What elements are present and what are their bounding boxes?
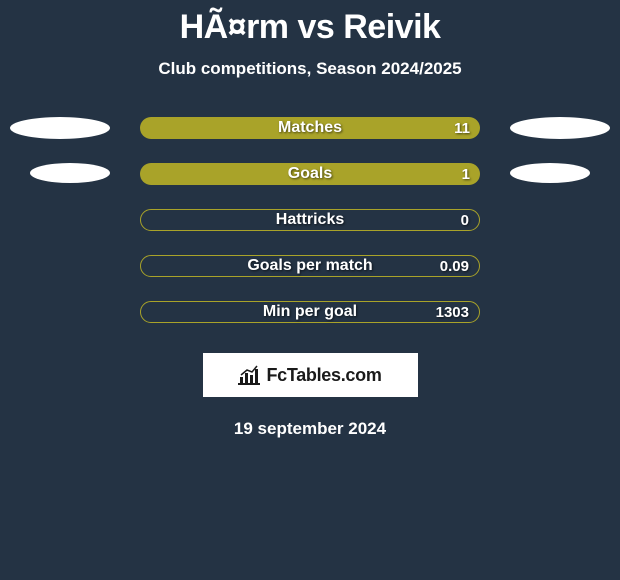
stat-bar-mpg: Min per goal 1303 — [140, 301, 480, 323]
stat-label: Goals — [288, 165, 332, 183]
stat-value: 0.09 — [440, 258, 469, 275]
decor-ellipse-right — [510, 163, 590, 183]
stat-label: Matches — [278, 119, 342, 137]
stat-row-goals: Goals 1 — [0, 163, 620, 185]
stat-row-mpg: Min per goal 1303 — [0, 301, 620, 323]
stat-bar-gpm: Goals per match 0.09 — [140, 255, 480, 277]
logo-text: FcTables.com — [266, 365, 381, 386]
page-title: HÃ¤rm vs Reivik — [180, 8, 441, 47]
stat-bar-hattricks: Hattricks 0 — [140, 209, 480, 231]
stat-row-gpm: Goals per match 0.09 — [0, 255, 620, 277]
stat-label: Goals per match — [247, 257, 372, 275]
stat-value: 11 — [454, 120, 470, 137]
stat-row-hattricks: Hattricks 0 — [0, 209, 620, 231]
chart-icon — [238, 365, 260, 385]
stat-label: Hattricks — [276, 211, 344, 229]
decor-ellipse-left — [30, 163, 110, 183]
decor-ellipse-left — [10, 117, 110, 139]
stat-value: 1303 — [436, 304, 469, 321]
stat-value: 0 — [461, 212, 469, 229]
stat-row-matches: Matches 11 — [0, 117, 620, 139]
stat-label: Min per goal — [263, 303, 357, 321]
stat-bar-goals: Goals 1 — [140, 163, 480, 185]
decor-ellipse-right — [510, 117, 610, 139]
stat-value: 1 — [462, 166, 470, 183]
logo-box[interactable]: FcTables.com — [203, 353, 418, 397]
subtitle: Club competitions, Season 2024/2025 — [158, 59, 461, 79]
stats-area: Matches 11 Goals 1 Hattricks 0 Goals per… — [0, 117, 620, 323]
stat-bar-matches: Matches 11 — [140, 117, 480, 139]
main-container: HÃ¤rm vs Reivik Club competitions, Seaso… — [0, 0, 620, 580]
date-text: 19 september 2024 — [234, 419, 386, 439]
